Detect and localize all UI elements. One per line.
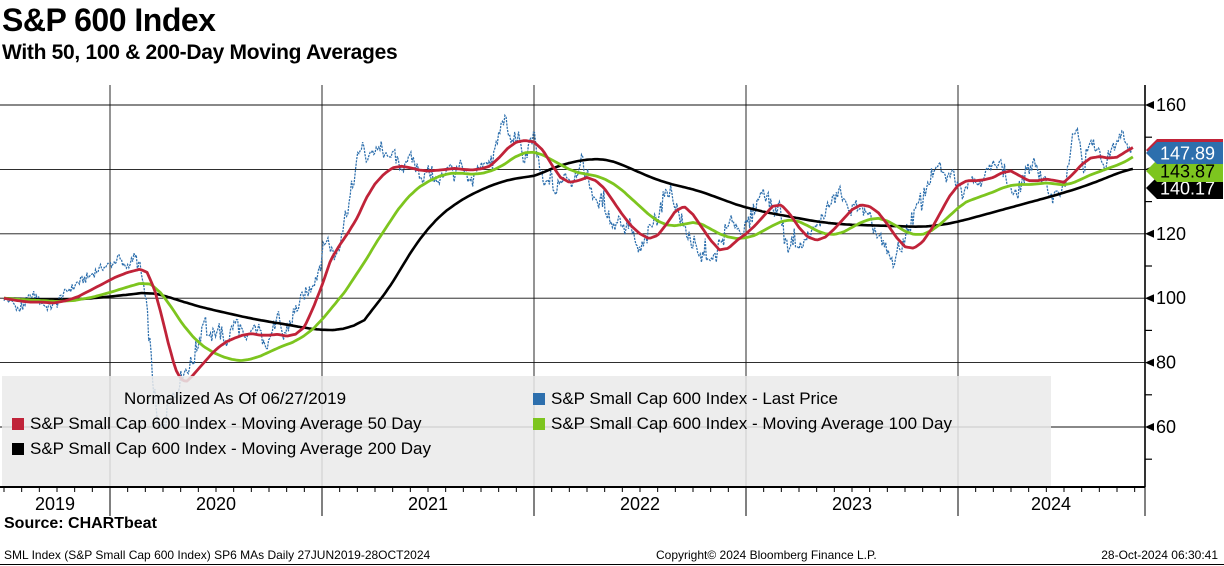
y-tick-label: 60 xyxy=(1156,417,1176,437)
source-label: Source: CHARTbeat xyxy=(4,515,157,532)
footer-copyright: Copyright© 2024 Bloomberg Finance L.P. xyxy=(656,548,877,562)
x-tick-label: 2019 xyxy=(35,494,75,514)
legend-background xyxy=(2,376,1051,486)
x-tick-label: 2024 xyxy=(1031,494,1071,514)
y-tick-label: 80 xyxy=(1156,353,1176,373)
ma100-value: 143.87 xyxy=(1160,162,1215,182)
price-line xyxy=(3,113,1133,431)
footer-timestamp: 28-Oct-2024 06:30:41 xyxy=(1101,548,1218,562)
axes xyxy=(0,85,1146,516)
ma200-badge xyxy=(1146,177,1223,199)
x-axis-labels: 2019 2020 2021 2022 2023 2024 xyxy=(35,494,1071,514)
y-tick-label: 120 xyxy=(1156,224,1186,244)
ma50-line xyxy=(3,139,1134,383)
bottom-border xyxy=(0,564,1224,565)
footer: SML Index (S&P Small Cap 600 Index) SP6 … xyxy=(0,546,1224,564)
last-price-value: 147.89 xyxy=(1160,144,1215,164)
title-block: S&P 600 Index With 50, 100 & 200-Day Mov… xyxy=(2,0,398,66)
footer-ticker-info: SML Index (S&P Small Cap 600 Index) SP6 … xyxy=(4,548,431,562)
last-price-badge xyxy=(1146,142,1223,164)
page-title: S&P 600 Index xyxy=(2,2,216,38)
page-subtitle: With 50, 100 & 200-Day Moving Averages xyxy=(2,41,398,64)
ma100-line xyxy=(3,150,1134,362)
ma100-badge xyxy=(1146,160,1223,182)
x-tick-label: 2022 xyxy=(620,494,660,514)
x-tick-label: 2020 xyxy=(196,494,236,514)
ma200-value: 140.17 xyxy=(1160,179,1215,199)
x-tick-label: 2023 xyxy=(832,494,872,514)
x-tick-label: 2021 xyxy=(408,494,448,514)
y-tick-label: 100 xyxy=(1156,288,1186,308)
y-tick-label: 160 xyxy=(1156,95,1186,115)
ma200-line xyxy=(3,157,1134,332)
